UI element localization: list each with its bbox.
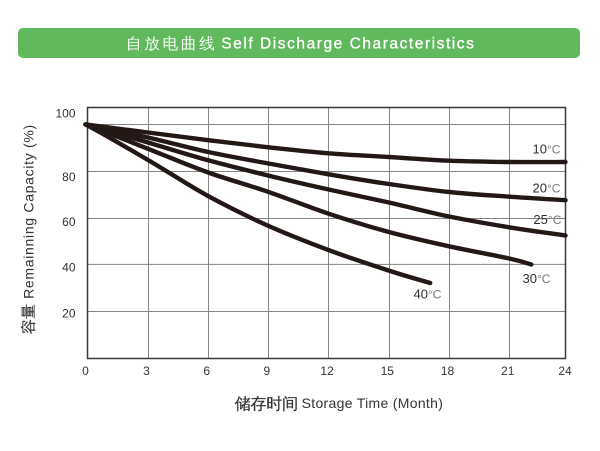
svg-text:9: 9 (264, 364, 271, 378)
svg-text:12: 12 (320, 364, 334, 378)
svg-text:40: 40 (62, 261, 76, 275)
svg-text:6: 6 (203, 364, 210, 378)
svg-text:20°C: 20°C (533, 181, 561, 196)
svg-text:Remainning Capacity (%): Remainning Capacity (%) (21, 124, 37, 299)
svg-text:30°C: 30°C (523, 271, 551, 286)
svg-text:20: 20 (62, 307, 76, 321)
svg-text:0: 0 (82, 364, 89, 378)
svg-text:40°C: 40°C (414, 286, 442, 301)
svg-text:3: 3 (143, 364, 150, 378)
svg-text:25°C: 25°C (533, 212, 561, 227)
svg-text:15: 15 (381, 364, 395, 378)
svg-text:21: 21 (501, 364, 515, 378)
svg-text:10°C: 10°C (533, 142, 561, 157)
svg-text:100: 100 (55, 106, 75, 120)
svg-text:18: 18 (441, 364, 455, 378)
svg-text:Self Discharge Characteristics: Self Discharge Characteristics (221, 36, 475, 53)
svg-text:24: 24 (558, 364, 572, 378)
svg-text:80: 80 (62, 170, 76, 184)
svg-text:60: 60 (62, 215, 76, 229)
svg-text:Storage Time (Month): Storage Time (Month) (302, 395, 444, 411)
